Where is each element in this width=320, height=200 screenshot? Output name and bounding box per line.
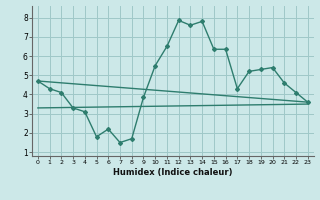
X-axis label: Humidex (Indice chaleur): Humidex (Indice chaleur) bbox=[113, 168, 233, 177]
